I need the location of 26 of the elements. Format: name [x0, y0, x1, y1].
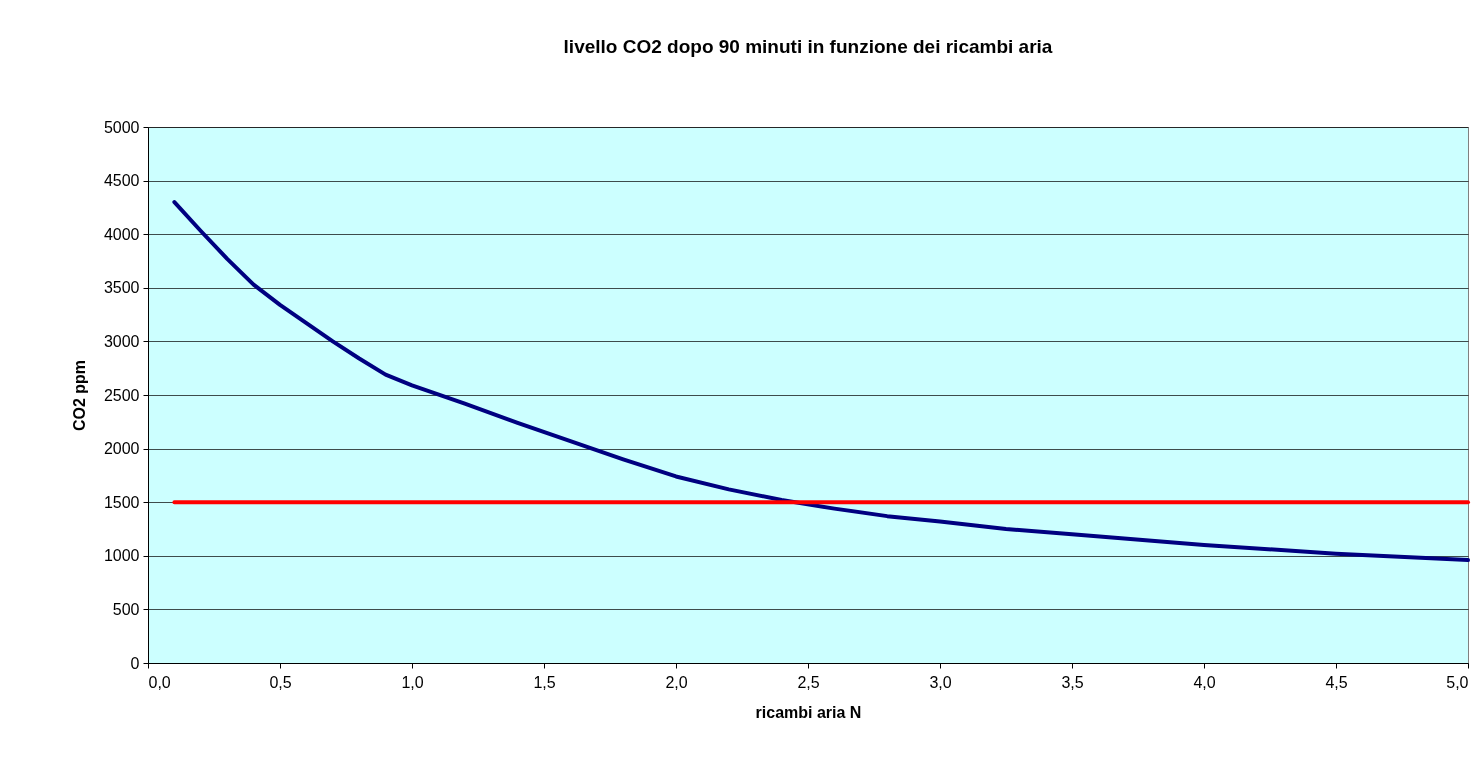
x-tick-label: 1,5: [533, 673, 556, 691]
y-tick-label: 2500: [103, 386, 140, 404]
y-tick-label: 4000: [103, 225, 140, 243]
y-tick-label: 500: [112, 600, 140, 618]
y-tick-label: 5000: [103, 118, 140, 136]
x-tick-label: 0,0: [148, 673, 171, 691]
y-tick-label: 2000: [103, 440, 140, 458]
y-tick-label: 3500: [103, 279, 140, 297]
y-tick-label: 1000: [103, 547, 140, 565]
x-tick-label: 4,5: [1325, 673, 1348, 691]
y-tick-label: 1500: [103, 493, 140, 511]
y-tick-label: 0: [130, 654, 140, 672]
y-tick-label: 3000: [103, 332, 140, 350]
x-tick-label: 0,5: [269, 673, 292, 691]
x-tick-label: 4,0: [1193, 673, 1216, 691]
x-tick-label: 1,0: [401, 673, 424, 691]
y-tick-label: 4500: [103, 172, 140, 190]
x-tick-label: 2,0: [665, 673, 688, 691]
x-tick-label: 3,0: [929, 673, 952, 691]
x-tick-label: 5,0: [1446, 673, 1469, 691]
chart-title: livello CO2 dopo 90 minuti in funzione dei ricambi aria: [563, 36, 1053, 57]
x-tick-label: 3,5: [1061, 673, 1084, 691]
y-axis-title: CO2 ppm: [70, 359, 88, 432]
line-series: [172, 200, 1470, 563]
x-axis-title: ricambi aria N: [755, 703, 862, 721]
x-tick-label: 2,5: [797, 673, 820, 691]
